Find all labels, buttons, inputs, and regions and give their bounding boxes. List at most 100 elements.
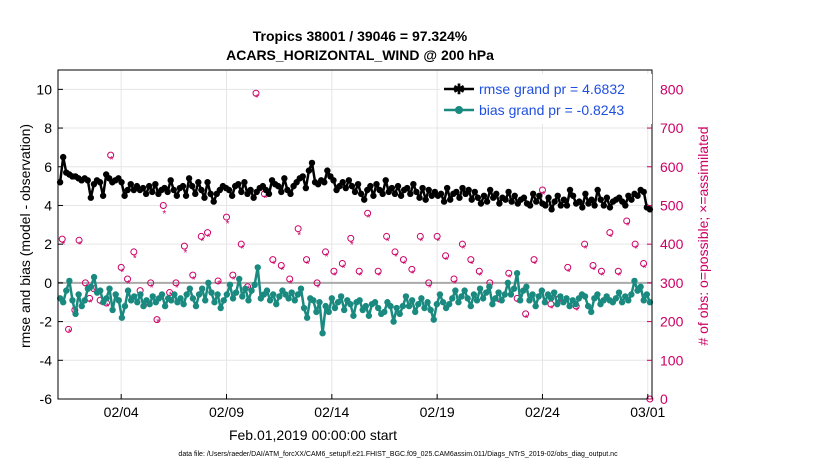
obs-possible-point xyxy=(107,151,115,159)
y-tick-label: -6 xyxy=(40,391,53,407)
obs-assimilated-point: * xyxy=(306,260,310,271)
x-tick-label: 02/14 xyxy=(314,404,349,420)
rmse-point xyxy=(536,192,543,199)
bias-point xyxy=(263,287,271,294)
obs-possible-point xyxy=(81,279,89,287)
rmse-point xyxy=(185,175,193,182)
bias-point xyxy=(461,287,468,294)
obs-assimilated-point: * xyxy=(89,298,93,309)
bias-point xyxy=(226,281,234,289)
rmse-point xyxy=(247,186,254,194)
bias-point xyxy=(402,293,410,300)
obs-possible-point xyxy=(399,256,407,264)
bias-point xyxy=(483,289,490,296)
obs-possible-point xyxy=(277,261,285,269)
bias-point xyxy=(588,308,595,316)
bias-point xyxy=(532,302,539,310)
obs-assimilated-point: * xyxy=(575,306,579,317)
rmse-point xyxy=(250,194,257,201)
obs-assimilated-point: * xyxy=(403,260,407,271)
rmse-point xyxy=(342,184,349,192)
obs-assimilated-point: * xyxy=(550,304,554,315)
obs-assimilated-point: * xyxy=(226,219,230,230)
bias-point xyxy=(538,287,546,294)
rmse-point xyxy=(505,188,512,196)
obs-possible-point xyxy=(58,235,66,243)
bias-point xyxy=(408,297,416,304)
bias-point xyxy=(63,287,70,294)
bias-point xyxy=(124,287,132,294)
rmse-point xyxy=(404,184,411,192)
rmse-point xyxy=(563,202,571,209)
bias-point xyxy=(334,299,342,306)
rmse-point xyxy=(198,186,205,194)
bias-point xyxy=(387,302,394,310)
rmse-point xyxy=(511,192,518,199)
rmse-point xyxy=(173,192,181,199)
bias-point xyxy=(300,304,308,312)
obs-assimilated-point: * xyxy=(634,244,638,255)
bias-point xyxy=(489,300,496,308)
obs-assimilated-point: * xyxy=(411,269,415,280)
rmse-point xyxy=(459,184,466,192)
rmse-point xyxy=(582,190,589,198)
obs-possible-point xyxy=(623,217,631,225)
rmse-point xyxy=(597,196,604,203)
bias-point xyxy=(285,295,292,302)
obs-assimilated-point: * xyxy=(453,279,457,290)
obs-possible-point xyxy=(467,256,475,264)
rmse-point xyxy=(603,194,611,201)
rmse-point xyxy=(324,167,331,174)
bias-point xyxy=(572,300,579,308)
bias-point xyxy=(242,285,249,292)
rmse-point xyxy=(588,196,595,203)
rmse-point xyxy=(210,198,217,205)
data-file-footnote: data file: /Users/raeder/DAI/ATM_forcXX/… xyxy=(178,451,618,458)
obs-assimilated-point: * xyxy=(133,254,137,265)
bias-point xyxy=(118,314,126,321)
obs-possible-point xyxy=(538,186,546,194)
y2-tick-label: 300 xyxy=(660,275,684,291)
rmse-point xyxy=(529,190,537,198)
rmse-point xyxy=(145,182,153,190)
obs-assimilated-point: * xyxy=(61,240,65,251)
bias-point xyxy=(337,293,345,300)
obs-assimilated-point: * xyxy=(255,93,259,104)
rmse-point xyxy=(545,194,552,201)
bias-point xyxy=(251,281,258,289)
y-tick-label: 6 xyxy=(44,159,52,175)
rmse-point xyxy=(382,177,389,184)
y-tick-label: 4 xyxy=(44,197,52,213)
bias-point xyxy=(248,287,255,294)
bias-point xyxy=(347,300,354,308)
bias-point xyxy=(288,289,295,296)
y-axis-label: rmse and bias (model - observation) xyxy=(17,124,33,348)
bias-point xyxy=(211,299,218,306)
obs-assimilated-point: * xyxy=(341,263,345,274)
rmse-point xyxy=(437,190,445,198)
rmse-point xyxy=(167,177,174,184)
bias-point xyxy=(399,302,407,310)
rmse-point xyxy=(265,190,273,198)
obs-assimilated-point: * xyxy=(146,302,150,313)
rmse-point xyxy=(474,194,482,201)
bias-point xyxy=(371,299,379,306)
legend-rmse-label: rmse grand pr = 4.6832 xyxy=(479,81,625,97)
obs-possible-point xyxy=(383,232,391,240)
rmse-point xyxy=(486,186,494,194)
obs-assimilated-point: * xyxy=(478,271,482,282)
bias-point xyxy=(328,295,336,302)
bias-point xyxy=(436,291,444,298)
obs-assimilated-point: * xyxy=(169,290,173,301)
rmse-point xyxy=(238,188,245,196)
obs-possible-point xyxy=(204,229,212,237)
rmse-point xyxy=(551,198,558,205)
bias-point xyxy=(470,291,478,298)
obs-possible-point xyxy=(522,310,530,318)
y-tick-label: 10 xyxy=(36,81,52,97)
rmse-point xyxy=(179,182,187,190)
bias-point xyxy=(168,297,175,304)
obs-possible-point xyxy=(75,236,83,244)
bias-point xyxy=(594,291,601,298)
obs-possible-point xyxy=(180,242,188,250)
